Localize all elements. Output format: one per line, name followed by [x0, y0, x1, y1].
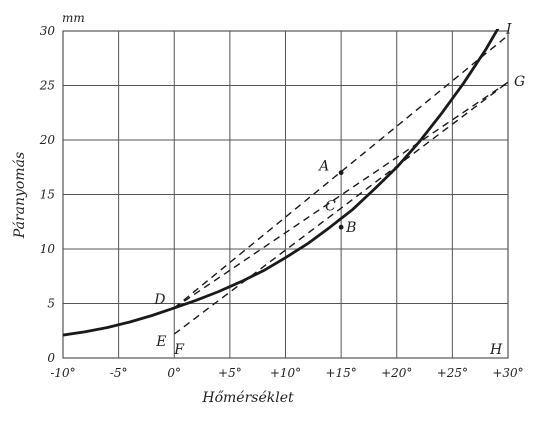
point-marker: [338, 170, 344, 176]
chart-lines: [63, 29, 508, 337]
point-label: D: [153, 292, 165, 308]
grid: [62, 30, 509, 359]
y-unit-label: mm: [62, 11, 85, 25]
vapor-pressure-curve: [63, 29, 500, 337]
y-tick-label: 30: [40, 24, 56, 38]
y-tick-label: 5: [47, 297, 55, 311]
point-label: C: [325, 199, 336, 215]
point-label: G: [514, 74, 525, 90]
x-tick-label: +30°: [492, 366, 523, 380]
y-tick-label: 0: [47, 351, 55, 365]
x-tick-label: +25°: [437, 366, 468, 380]
tick-labels: -10° -5° 0° +5° +10° +15° +20° +25° +30° 0 5 10 15 20…: [39, 24, 524, 380]
x-tick-label: 0°: [167, 366, 181, 380]
y-tick-label: 15: [40, 188, 55, 202]
y-tick-label: 20: [39, 133, 56, 147]
point-label: A: [317, 159, 329, 175]
x-axis-label: Hőmérséklet: [201, 390, 294, 406]
x-tick-label: -5°: [110, 366, 128, 380]
x-tick-label: +20°: [381, 366, 412, 380]
point-label: H: [489, 342, 503, 358]
x-tick-label: +10°: [270, 366, 301, 380]
x-tick-label: -10°: [50, 366, 75, 380]
point-label: I: [505, 21, 512, 37]
y-tick-label: 10: [40, 242, 56, 256]
y-tick-label: 25: [39, 79, 55, 93]
dashed-line: [173, 81, 508, 335]
x-tick-label: +15°: [325, 366, 356, 380]
y-axis-label: Páranyomás: [12, 152, 28, 239]
point-label: F: [173, 342, 185, 358]
point-marker: [338, 224, 344, 230]
point-markers: A BC D E F G H I: [153, 21, 525, 358]
x-tick-label: +5°: [218, 366, 242, 380]
point-label: B: [345, 220, 356, 236]
point-label: E: [155, 334, 166, 350]
